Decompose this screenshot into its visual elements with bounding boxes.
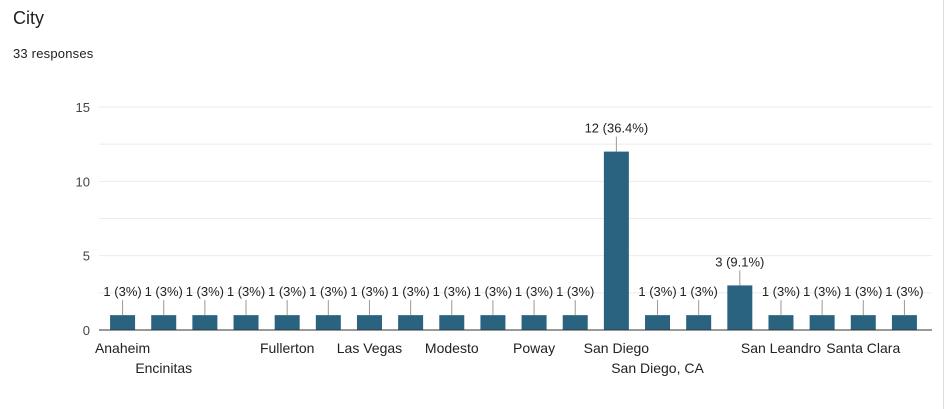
- data-label: 1 (3%): [803, 284, 841, 299]
- category-label: San Diego, CA: [611, 360, 704, 376]
- data-label: 1 (3%): [145, 284, 183, 299]
- data-label: 12 (36.4%): [585, 121, 649, 136]
- data-label: 1 (3%): [515, 284, 553, 299]
- bar[interactable]: [274, 315, 300, 330]
- category-label: San Leandro: [741, 340, 821, 356]
- category-label: Poway: [513, 340, 555, 356]
- bar[interactable]: [850, 315, 876, 330]
- bar[interactable]: [151, 315, 177, 330]
- category-label: Modesto: [425, 340, 479, 356]
- category-label: Fullerton: [260, 340, 314, 356]
- bar[interactable]: [521, 315, 547, 330]
- bar[interactable]: [727, 285, 753, 330]
- data-label: 1 (3%): [556, 284, 594, 299]
- bar[interactable]: [562, 315, 588, 330]
- data-label: 1 (3%): [103, 284, 141, 299]
- response-count: 33 responses: [13, 46, 94, 61]
- y-tick-label: 10: [76, 174, 90, 189]
- data-label: 1 (3%): [474, 284, 512, 299]
- chart-title: City: [13, 8, 44, 28]
- bar[interactable]: [315, 315, 341, 330]
- data-label: 1 (3%): [186, 284, 224, 299]
- data-label: 1 (3%): [844, 284, 882, 299]
- bar[interactable]: [233, 315, 259, 330]
- y-tick-label: 0: [83, 323, 90, 338]
- category-label: Anaheim: [95, 340, 150, 356]
- bar[interactable]: [439, 315, 465, 330]
- bar[interactable]: [480, 315, 506, 330]
- data-label: 1 (3%): [309, 284, 347, 299]
- data-label: 1 (3%): [680, 284, 718, 299]
- data-label: 1 (3%): [227, 284, 265, 299]
- data-label: 1 (3%): [762, 284, 800, 299]
- data-label: 1 (3%): [268, 284, 306, 299]
- bar[interactable]: [768, 315, 794, 330]
- data-label: 1 (3%): [433, 284, 471, 299]
- bar[interactable]: [192, 315, 218, 330]
- data-label: 1 (3%): [638, 284, 676, 299]
- bar[interactable]: [809, 315, 835, 330]
- bar[interactable]: [686, 315, 712, 330]
- y-tick-label: 5: [83, 249, 90, 264]
- bar[interactable]: [891, 315, 917, 330]
- bar[interactable]: [603, 151, 629, 330]
- bar[interactable]: [645, 315, 671, 330]
- category-label: Encinitas: [135, 360, 192, 376]
- bar[interactable]: [110, 315, 136, 330]
- data-label: 1 (3%): [350, 284, 388, 299]
- bar[interactable]: [398, 315, 424, 330]
- category-label: Santa Clara: [826, 340, 900, 356]
- bar[interactable]: [356, 315, 382, 330]
- data-label: 1 (3%): [885, 284, 923, 299]
- data-label: 1 (3%): [391, 284, 429, 299]
- category-label: San Diego: [584, 340, 650, 356]
- y-tick-label: 15: [76, 100, 90, 115]
- data-label: 3 (9.1%): [715, 254, 764, 269]
- category-label: Las Vegas: [337, 340, 402, 356]
